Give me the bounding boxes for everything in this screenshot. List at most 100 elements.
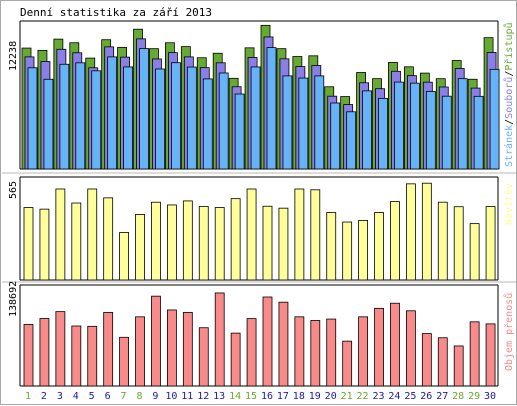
legend-part-3: / <box>504 71 515 77</box>
bar-bottom-day-28 <box>453 345 464 387</box>
x-tick-label-day-22: 22 <box>357 391 369 402</box>
x-tick-label-day-28: 28 <box>452 391 464 402</box>
x-tick-label-day-4: 4 <box>73 391 79 402</box>
bar-middle-day-21 <box>342 221 353 281</box>
x-tick-label-day-26: 26 <box>420 391 432 402</box>
bar-bottom-day-9 <box>151 295 161 387</box>
bar-middle-day-8 <box>135 214 145 281</box>
bar-middle-day-5 <box>87 188 98 281</box>
x-tick-label-day-2: 2 <box>41 391 47 402</box>
x-tick-label-day-12: 12 <box>197 391 209 402</box>
bar-bottom-day-13 <box>214 292 225 387</box>
bar-bottom-day-17 <box>278 301 289 387</box>
x-tick-label-day-14: 14 <box>229 391 241 402</box>
legend-part-4: Přístupů <box>503 22 515 70</box>
bar-Stránek-day-20 <box>330 102 341 170</box>
bar-middle-day-15 <box>246 188 257 281</box>
bar-middle-day-4 <box>71 202 82 281</box>
bar-Stránek-day-15 <box>250 66 261 170</box>
bar-Stránek-day-2 <box>43 78 54 170</box>
bar-middle-day-18 <box>294 188 305 281</box>
top-y-max-label: 12238 <box>8 41 19 71</box>
x-tick-label-day-19: 19 <box>309 391 321 402</box>
bar-Stránek-day-7 <box>123 66 133 170</box>
x-tick-label-day-21: 21 <box>341 391 353 402</box>
bar-middle-day-11 <box>182 200 193 281</box>
x-tick-label-day-17: 17 <box>277 391 289 402</box>
bar-Stránek-day-28 <box>457 78 468 170</box>
bar-middle-day-24 <box>390 201 400 281</box>
x-tick-label-day-13: 13 <box>213 391 225 402</box>
x-tick-label-day-16: 16 <box>261 391 273 402</box>
bar-middle-day-3 <box>55 188 66 281</box>
bar-middle-day-27 <box>437 201 448 281</box>
bar-middle-day-2 <box>39 208 50 281</box>
bar-middle-day-20 <box>326 212 337 281</box>
bar-middle-day-6 <box>103 197 114 281</box>
x-tick-label-day-18: 18 <box>293 391 305 402</box>
x-tick-label-day-6: 6 <box>105 391 111 402</box>
bar-Stránek-day-16 <box>266 47 277 170</box>
bar-bottom-day-21 <box>342 340 353 387</box>
bar-bottom-day-16 <box>262 296 273 387</box>
bar-Stránek-day-17 <box>282 75 293 170</box>
bar-Stránek-day-13 <box>218 72 229 170</box>
bar-Stránek-day-27 <box>441 95 452 170</box>
bar-bottom-day-22 <box>358 316 369 387</box>
legend-part-0: Stránek <box>503 125 515 167</box>
middle-right-label: Návštěv <box>503 183 515 225</box>
bar-Stránek-day-25 <box>409 82 420 170</box>
legend-part-1: / <box>504 119 515 125</box>
bar-bottom-day-5 <box>87 325 98 387</box>
bar-middle-day-23 <box>374 212 384 281</box>
bar-Stránek-day-3 <box>59 63 70 170</box>
bar-Stránek-day-8 <box>139 48 149 170</box>
bar-bottom-day-14 <box>230 332 241 387</box>
bar-bottom-day-19 <box>310 320 321 387</box>
bar-Stránek-day-10 <box>170 62 181 170</box>
bar-Stránek-day-29 <box>473 95 484 170</box>
bar-bottom-day-18 <box>294 316 305 387</box>
bar-bottom-day-15 <box>246 318 257 387</box>
bar-middle-day-19 <box>310 189 321 281</box>
x-tick-label-day-27: 27 <box>436 391 448 402</box>
x-tick-label-day-29: 29 <box>468 391 480 402</box>
x-tick-label-day-10: 10 <box>165 391 177 402</box>
bar-Stránek-day-23 <box>378 97 388 170</box>
bar-bottom-day-2 <box>39 318 50 387</box>
bar-bottom-day-25 <box>405 310 416 387</box>
chart-title: Denní statistika za září 2013 <box>20 6 212 19</box>
middle-y-max-label: 565 <box>8 181 19 199</box>
bar-middle-day-25 <box>405 183 416 281</box>
bar-bottom-day-26 <box>421 333 432 387</box>
bar-middle-day-17 <box>278 207 289 281</box>
x-tick-label-day-23: 23 <box>372 391 384 402</box>
bar-middle-day-12 <box>198 206 209 281</box>
bar-bottom-day-23 <box>374 307 384 387</box>
bar-Stránek-day-14 <box>234 93 245 170</box>
bar-bottom-day-12 <box>198 327 209 387</box>
bar-middle-day-10 <box>166 204 177 281</box>
bar-Stránek-day-6 <box>107 56 118 170</box>
bar-Stránek-day-1 <box>27 67 38 170</box>
x-tick-label-day-20: 20 <box>325 391 337 402</box>
bar-middle-day-1 <box>23 207 34 281</box>
x-tick-label-day-15: 15 <box>245 391 257 402</box>
bar-bottom-day-30 <box>485 323 496 387</box>
bar-middle-day-16 <box>262 205 273 281</box>
bar-middle-day-29 <box>469 223 480 281</box>
bar-bottom-day-8 <box>135 316 145 387</box>
bar-bottom-day-3 <box>55 311 66 387</box>
bar-Stránek-day-26 <box>425 91 436 170</box>
bar-Stránek-day-19 <box>314 75 325 170</box>
bar-bottom-day-4 <box>71 325 82 387</box>
x-tick-label-day-11: 11 <box>181 391 193 402</box>
bar-middle-day-14 <box>230 198 241 281</box>
bar-Stránek-day-12 <box>202 78 213 170</box>
bar-middle-day-28 <box>453 206 464 281</box>
bottom-y-max-label: 138692 <box>8 281 19 317</box>
bar-Stránek-day-30 <box>489 68 500 170</box>
bar-middle-day-9 <box>151 201 161 281</box>
